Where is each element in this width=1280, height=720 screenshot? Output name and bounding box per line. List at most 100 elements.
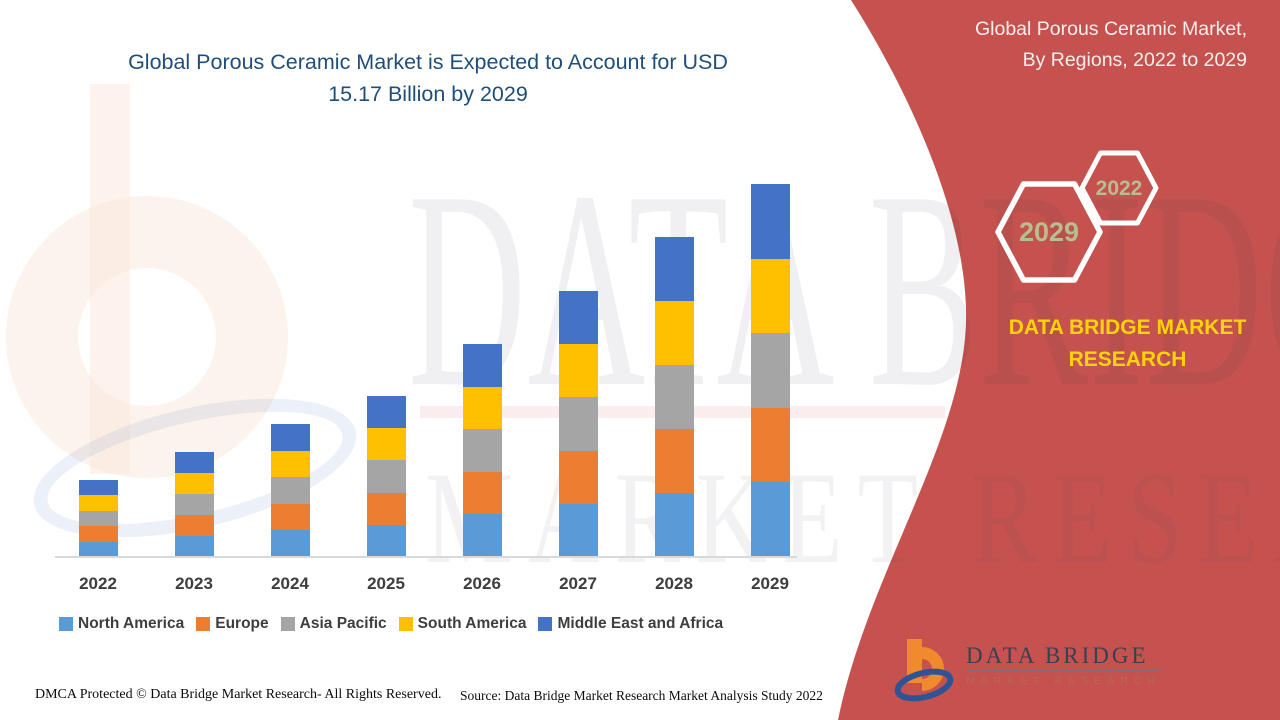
chart-title-line2: 15.17 Billion by 2029 [328, 82, 528, 106]
bar-segment-2023-south-america [174, 473, 214, 494]
bar-segment-2024-asia-pacific [270, 477, 310, 504]
chart-title-line1: Global Porous Ceramic Market is Expected… [128, 50, 728, 74]
x-axis-label-2023: 2023 [175, 574, 213, 593]
bar-segment-2023-north-america [174, 536, 214, 557]
panel-brand-name: DATA BRIDGE MARKET RESEARCH [985, 312, 1270, 376]
bar-column-2027 [530, 167, 626, 557]
legend-swatch-icon [538, 617, 553, 631]
bar-column-2022 [50, 167, 146, 557]
legend-swatch-icon [398, 617, 413, 631]
stacked-bar-2026 [462, 344, 502, 557]
chart-legend: North America Europe Asia Pacific South Ame… [59, 615, 849, 633]
bar-segment-2027-middle-east-and-africa [558, 291, 598, 345]
bar-segment-2026-north-america [462, 514, 502, 557]
bar-column-2026 [434, 167, 530, 557]
legend-label: North America [78, 615, 185, 632]
bar-segment-2029-asia-pacific [750, 333, 790, 408]
bar-segment-2023-europe [174, 515, 214, 536]
stacked-bar-2027 [558, 291, 598, 557]
x-axis-line [55, 556, 797, 558]
stacked-bar-2025 [366, 396, 406, 557]
bar-segment-2028-north-america [654, 493, 694, 557]
bar-segment-2027-south-america [558, 344, 598, 398]
stacked-bar-2028 [654, 237, 694, 557]
bar-segment-2023-asia-pacific [174, 494, 214, 515]
legend-swatch-icon [280, 617, 295, 631]
legend-label: Middle East and Africa [557, 615, 724, 632]
hexagon-2022-label: 2022 [1096, 177, 1143, 200]
stacked-bar-2024 [270, 424, 310, 557]
bar-segment-2025-europe [366, 492, 406, 525]
x-axis-label-2027: 2027 [559, 574, 597, 593]
bar-segment-2024-europe [270, 503, 310, 531]
legend-item-europe: Europe [196, 615, 269, 633]
x-axis-label-2028: 2028 [655, 574, 693, 593]
hexagon-2029 [995, 181, 1103, 283]
bar-segment-2028-middle-east-and-africa [654, 237, 694, 301]
x-axis-label-2025: 2025 [367, 574, 405, 593]
databridge-logo-icon [894, 639, 954, 702]
bar-column-2023 [146, 167, 242, 557]
bar-segment-2023-middle-east-and-africa [174, 452, 214, 473]
panel-brand-line1: DATA BRIDGE MARKET [1008, 316, 1247, 339]
x-axis-label-2029: 2029 [751, 574, 789, 593]
bar-segment-2024-south-america [270, 450, 310, 478]
bar-segment-2029-north-america [750, 482, 790, 557]
bar-segment-2028-south-america [654, 301, 694, 365]
x-axis-label-2024: 2024 [271, 574, 309, 593]
legend-item-asia-pacific: Asia Pacific [280, 615, 387, 633]
legend-label: Europe [215, 615, 269, 632]
legend-label: Asia Pacific [299, 615, 387, 632]
year-hexagons: 2029 2022 [995, 150, 1159, 283]
bar-segment-2024-north-america [270, 530, 310, 557]
databridge-logo: DATA BRIDGE MARKET RESEARCH [894, 638, 1161, 702]
bar-segment-2029-middle-east-and-africa [750, 184, 790, 259]
legend-item-south-america: South America [398, 615, 527, 633]
logo-title: DATA BRIDGE [966, 644, 1161, 671]
legend-swatch-icon [59, 617, 73, 631]
source-note: Source: Data Bridge Market Research Mark… [460, 688, 823, 703]
watermark-text-line1: DATA BRIDGE [408, 133, 1280, 445]
stacked-bar-2029 [750, 184, 790, 557]
x-axis-label-2022: 2022 [79, 574, 117, 593]
bar-segment-2028-europe [654, 429, 694, 493]
bar-segment-2025-middle-east-and-africa [366, 396, 406, 429]
logo-subtitle: MARKET RESEARCH [966, 675, 1161, 687]
bar-column-2024 [242, 167, 338, 557]
panel-title-line2: By Regions, 2022 to 2029 [1022, 49, 1247, 71]
bar-segment-2022-asia-pacific [78, 510, 118, 527]
bar-segment-2026-south-america [462, 386, 502, 430]
hexagon-2022 [1079, 150, 1159, 226]
panel-title: Global Porous Ceramic Market, By Regions… [847, 14, 1247, 76]
bar-segment-2026-asia-pacific [462, 429, 502, 472]
bar-segment-2026-middle-east-and-africa [462, 344, 502, 387]
bar-segment-2027-asia-pacific [558, 397, 598, 451]
bar-column-2029 [722, 167, 818, 557]
bar-segment-2029-south-america [750, 258, 790, 334]
bar-segment-2027-europe [558, 450, 598, 504]
legend-swatch-icon [196, 617, 211, 631]
bar-segment-2022-europe [78, 526, 118, 542]
legend-item-north-america: North America [59, 615, 184, 633]
x-axis-labels: 2022 2023 2024 2025 2026 2027 2028 2029 [50, 574, 818, 594]
bar-segment-2029-europe [750, 407, 790, 483]
bar-segment-2022-north-america [78, 541, 118, 557]
legend-label: South America [417, 615, 527, 632]
stacked-bar-2023 [174, 452, 214, 557]
hexagon-2029-label: 2029 [1019, 217, 1079, 247]
bar-segment-2027-north-america [558, 503, 598, 557]
dmca-notice: DMCA Protected © Data Bridge Market Rese… [35, 687, 442, 702]
stacked-bar-2022 [78, 480, 118, 557]
bar-segment-2025-north-america [366, 524, 406, 557]
panel-title-line1: Global Porous Ceramic Market, [974, 18, 1247, 40]
x-axis-label-2026: 2026 [463, 574, 501, 593]
legend-item-middle-east-and-africa: Middle East and Africa [538, 615, 723, 633]
bar-segment-2025-south-america [366, 428, 406, 461]
bar-segment-2025-asia-pacific [366, 460, 406, 493]
bar-segment-2024-middle-east-and-africa [270, 424, 310, 451]
bar-segment-2026-europe [462, 471, 502, 515]
panel-brand-line2: RESEARCH [1068, 348, 1187, 371]
watermark-logo-b [0, 0, 420, 620]
